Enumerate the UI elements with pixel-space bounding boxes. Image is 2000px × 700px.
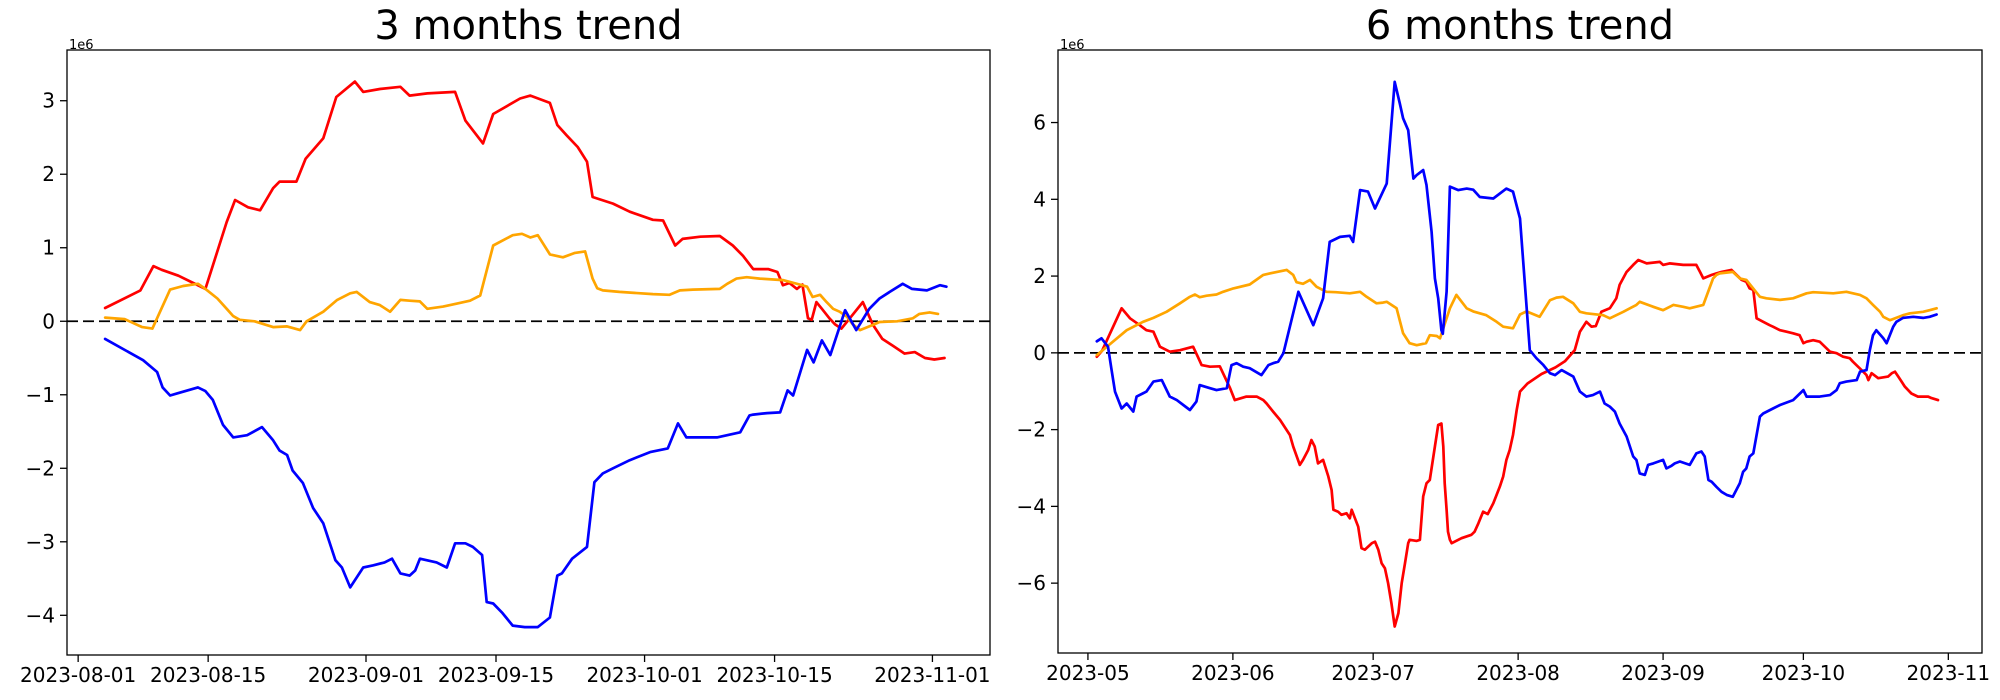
y-tick-label: −3 (26, 530, 55, 554)
y-tick-label: 0 (42, 309, 55, 333)
red-series-line (1095, 258, 1940, 628)
orange-series-line (1095, 268, 1938, 357)
y-tick-label: −2 (26, 456, 55, 480)
x-tick-label: 2023-08-01 (20, 663, 136, 687)
y-tick-label: −6 (1017, 571, 1046, 595)
y-tick-label: −2 (1017, 418, 1046, 442)
x-tick-label: 2023-05 (1046, 661, 1130, 685)
x-tick-label: 2023-08-15 (150, 663, 266, 687)
x-tick-label: 2023-09 (1621, 661, 1705, 685)
axes-spines (66, 49, 991, 656)
x-tick-label: 2023-10-15 (716, 663, 832, 687)
x-tick-label: 2023-11 (1907, 661, 1991, 685)
y-tick-label: 1 (42, 236, 55, 260)
y-tick-label: 0 (1033, 341, 1046, 365)
x-tick-label: 2023-09-15 (438, 663, 554, 687)
blue-series-line (1095, 80, 1938, 499)
y-axis-offset-label-right: 1e6 (1060, 38, 1085, 53)
x-tick-label: 2023-10-01 (586, 663, 702, 687)
y-tick-label: −4 (1017, 494, 1046, 518)
blue-series-line (103, 282, 948, 629)
axes-spines (1057, 49, 1983, 654)
chart-title-6-months: 6 months trend (1365, 3, 1675, 49)
y-tick-label: −4 (26, 603, 55, 627)
chart-3-months-trend: 2023-08-01 2023-08-15 2023-09-01 2023-09-15… (20, 49, 991, 687)
x-tick-label: 2023-06 (1191, 661, 1275, 685)
y-tick-label: 3 (42, 89, 55, 113)
y-tick-label: −1 (26, 383, 55, 407)
x-tick-label: 2023-08 (1476, 661, 1560, 685)
orange-series-line (103, 232, 940, 332)
y-axis-offset-label-left: 1e6 (69, 38, 94, 53)
x-tick-label: 2023-11-01 (874, 663, 990, 687)
y-tick-label: 2 (1033, 264, 1046, 288)
x-tick-label: 2023-10 (1762, 661, 1846, 685)
y-tick-label: 6 (1033, 111, 1046, 135)
y-tick-label: 4 (1033, 187, 1046, 211)
x-tick-label: 2023-07 (1331, 661, 1415, 685)
y-tick-label: 2 (42, 162, 55, 186)
chart-title-3-months: 3 months trend (374, 3, 683, 49)
red-series-line (103, 80, 946, 361)
chart-6-months-trend: 2023-05 2023-06 2023-07 2023-08 2023-09 2023-… (1017, 49, 1991, 685)
x-tick-label: 2023-09-01 (308, 663, 424, 687)
